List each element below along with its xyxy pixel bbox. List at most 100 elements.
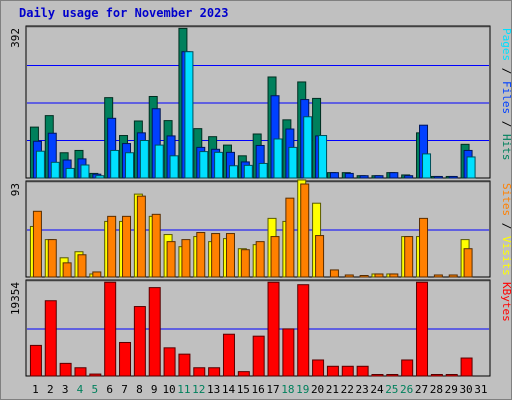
x-tick-label-day-21: 21 [326,383,339,396]
bar-kbytes-day-5 [89,373,102,377]
bar-files-day-23 [359,175,369,179]
bar-pages-day-3 [65,167,75,179]
bar-sites-day-27 [419,217,429,278]
bar-kbytes-day-26 [401,359,414,377]
bar-pages-day-4 [80,164,90,179]
bar-pages-day-16 [258,162,268,179]
bar-sites-day-13 [211,233,221,278]
bar-pages-day-17 [273,138,283,179]
x-tick-label-day-5: 5 [92,383,99,396]
bar-kbytes-day-15 [237,371,250,377]
x-tick-label-day-11: 11 [177,383,190,396]
bar-kbytes-day-19 [297,284,310,377]
bar-kbytes-day-9 [148,287,161,377]
x-tick-label-day-30: 30 [459,383,472,396]
bar-pages-day-12 [199,151,209,179]
x-tick-label-day-3: 3 [62,383,69,396]
bar-kbytes-day-16 [252,335,265,377]
x-tick-label-day-31: 31 [474,383,487,396]
x-tick-label-day-12: 12 [192,383,205,396]
x-tick-label-day-10: 10 [162,383,175,396]
bar-sites-day-3 [62,262,72,278]
legend-item-pages: Pages [500,28,512,61]
x-tick-label-day-27: 27 [415,383,428,396]
legend-separator: / [500,216,512,236]
bar-pages-day-30 [466,156,476,179]
bar-sites-day-20 [315,235,325,278]
bar-pages-day-27 [422,153,432,179]
bar-files-day-25 [389,172,399,179]
x-tick-label-day-23: 23 [356,383,369,396]
scale-label-hits-files-pages: 392 [9,28,22,48]
x-tick-label-day-4: 4 [77,383,84,396]
x-tick-label-day-22: 22 [341,383,354,396]
scale-label-kbytes: 19354 [9,282,22,315]
x-tick-label-day-16: 16 [252,383,265,396]
bar-sites-day-18 [285,197,295,278]
bar-kbytes-day-8 [133,306,146,377]
legend-separator: / [500,114,512,134]
legend-item-sites: Sites [500,183,512,216]
bar-kbytes-day-6 [104,281,117,377]
bar-sites-day-25 [389,273,399,278]
bar-files-day-24 [374,175,384,179]
bar-sites-day-26 [404,236,414,278]
bar-kbytes-day-7 [119,341,132,377]
bar-sites-day-15 [240,249,250,278]
bar-sites-day-22 [344,274,354,278]
bar-kbytes-day-20 [312,359,325,377]
bar-kbytes-day-3 [59,362,72,377]
bar-kbytes-day-24 [371,374,384,377]
x-tick-label-day-18: 18 [281,383,294,396]
bar-kbytes-day-23 [356,365,369,377]
bar-files-day-22 [344,172,354,179]
bar-sites-day-7 [122,215,132,278]
bar-files-day-28 [433,175,443,179]
bar-sites-day-29 [448,274,458,278]
x-tick-label-day-6: 6 [106,383,113,396]
bar-kbytes-day-18 [282,328,295,377]
x-tick-label-day-7: 7 [121,383,128,396]
chart-title: Daily usage for November 2023 [19,6,229,20]
legend-item-visits: Visits [500,236,512,276]
bar-kbytes-day-29 [445,374,458,377]
bar-sites-day-16 [255,241,265,278]
x-tick-label-day-1: 1 [32,383,39,396]
bar-kbytes-day-14 [222,333,235,377]
bar-pages-day-6 [110,149,120,179]
x-tick-label-day-13: 13 [207,383,220,396]
x-tick-label-day-28: 28 [430,383,443,396]
x-tick-label-day-17: 17 [266,383,279,396]
bar-sites-day-19 [300,183,310,278]
bar-sites-day-23 [359,275,369,278]
bar-pages-day-2 [50,161,60,179]
bar-kbytes-day-30 [460,357,473,377]
x-tick-label-day-20: 20 [311,383,324,396]
bar-sites-day-12 [196,232,206,278]
legend-item-kbytes: KBytes [500,282,512,322]
x-tick-label-day-25: 25 [385,383,398,396]
x-tick-label-day-14: 14 [222,383,236,396]
bar-pages-day-18 [288,146,298,179]
bar-sites-day-8 [136,195,146,278]
bar-files-day-21 [329,172,339,179]
bar-kbytes-day-13 [208,367,221,377]
legend-separator: / [500,61,512,81]
bar-sites-day-6 [107,215,117,278]
bar-kbytes-day-27 [416,281,429,377]
bar-pages-day-15 [243,164,253,179]
bar-sites-day-28 [433,274,443,278]
bar-sites-day-5 [92,271,102,278]
bar-pages-day-9 [154,144,164,179]
x-tick-label-day-15: 15 [237,383,250,396]
bar-kbytes-day-1 [29,344,42,377]
bar-sites-day-9 [151,213,161,278]
bar-pages-day-7 [125,152,135,179]
legend-item-files: Files [500,81,512,114]
bar-sites-day-4 [77,254,87,278]
bar-pages-day-11 [184,51,194,179]
legend-item-hits: Hits [500,134,512,161]
bar-kbytes-day-11 [178,353,191,377]
x-tick-label-day-2: 2 [47,383,54,396]
bar-kbytes-day-25 [386,374,399,377]
